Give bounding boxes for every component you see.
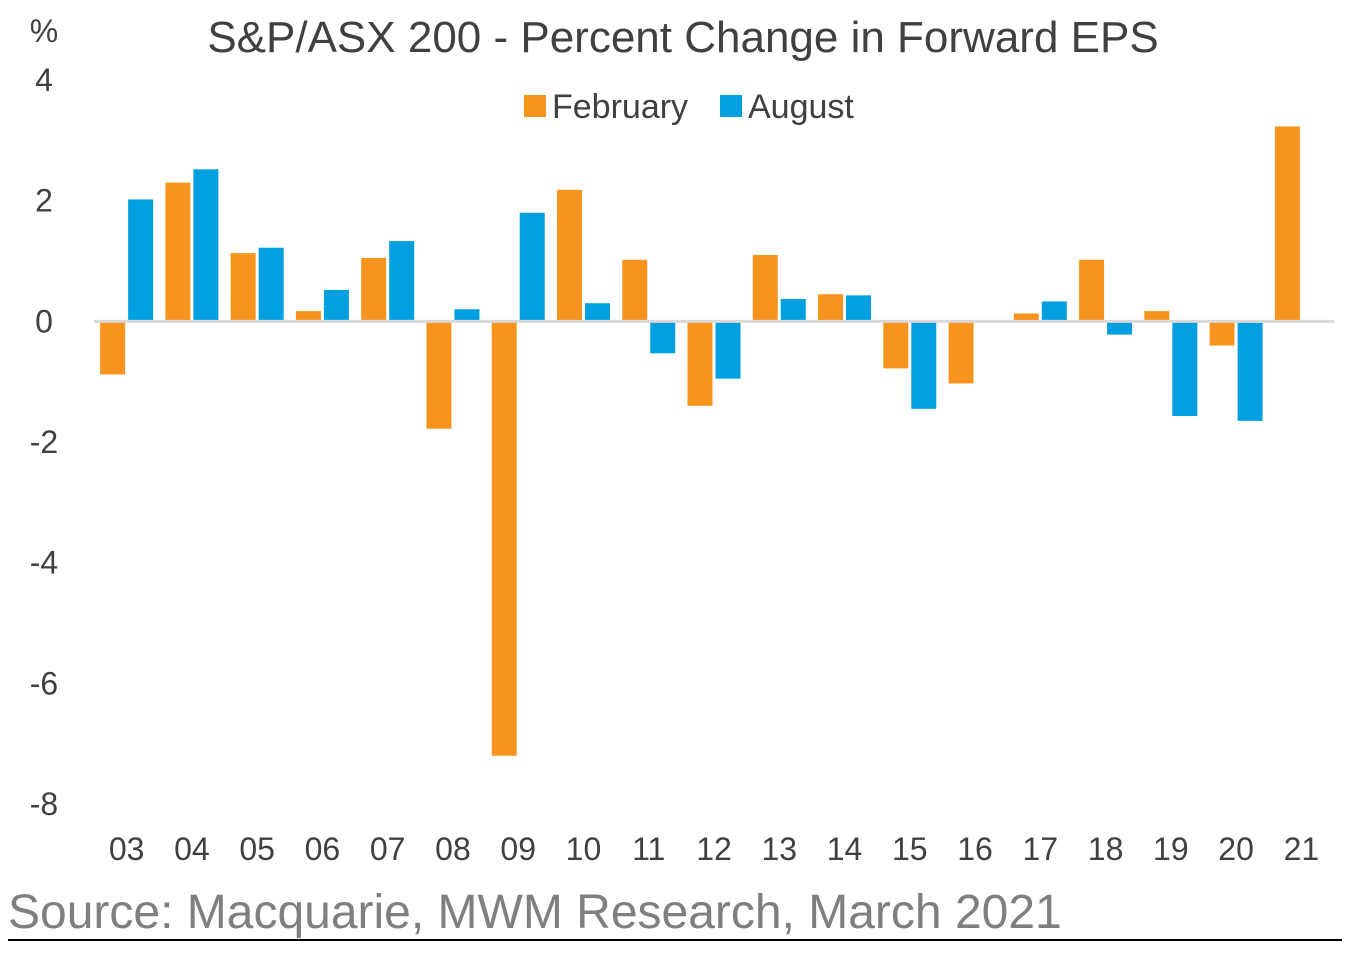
- x-tick-label: 09: [500, 831, 536, 867]
- y-tick-label: 0: [35, 303, 53, 339]
- y-axis-unit-label: %: [30, 13, 58, 49]
- x-tick-label: 04: [174, 831, 210, 867]
- x-tick-label: 10: [566, 831, 602, 867]
- bar-august-19: [1172, 321, 1198, 417]
- x-tick-label: 16: [957, 831, 993, 867]
- y-tick-label: -2: [30, 424, 58, 460]
- bar-february-06: [295, 311, 321, 322]
- y-axis: 4 2 0 -2 -4 -6 -8: [30, 62, 58, 822]
- x-tick-label: 20: [1218, 831, 1254, 867]
- bar-february-17: [1013, 313, 1039, 322]
- bar-february-05: [230, 253, 256, 322]
- x-tick-label: 15: [892, 831, 928, 867]
- bar-february-20: [1209, 321, 1235, 346]
- source-note: Source: Macquarie, MWM Research, March 2…: [8, 886, 1062, 939]
- bar-february-04: [165, 182, 191, 322]
- x-tick-label: 13: [761, 831, 797, 867]
- bar-august-09: [519, 212, 545, 322]
- bar-august-08: [454, 309, 480, 322]
- x-axis: 03 04 05 06 07 08 09 10 11 12 13 14 15 16 17 18 19 20 21: [109, 831, 1319, 867]
- bar-august-12: [715, 321, 741, 379]
- bar-august-13: [780, 299, 806, 322]
- bar-august-05: [258, 247, 284, 322]
- y-tick-label: -4: [30, 545, 58, 581]
- bar-february-12: [687, 321, 713, 406]
- bar-august-03: [128, 199, 154, 322]
- legend-label-february: February: [552, 88, 688, 126]
- legend-swatch-february: [524, 95, 546, 117]
- x-tick-label: 17: [1023, 831, 1059, 867]
- chart-title: S&P/ASX 200 - Percent Change in Forward …: [207, 13, 1158, 62]
- legend-swatch-august: [720, 95, 742, 117]
- bar-february-19: [1144, 311, 1170, 322]
- bar-august-04: [193, 169, 219, 322]
- x-tick-label: 06: [305, 831, 341, 867]
- x-tick-label: 08: [435, 831, 471, 867]
- x-tick-label: 14: [827, 831, 863, 867]
- bar-february-14: [818, 294, 844, 322]
- bar-february-13: [752, 254, 778, 322]
- bar-august-06: [323, 289, 349, 322]
- y-tick-label: 4: [35, 62, 53, 98]
- bar-february-11: [622, 259, 648, 322]
- bar-august-17: [1041, 301, 1067, 322]
- bar-august-11: [650, 321, 676, 354]
- bar-february-07: [361, 257, 387, 322]
- bar-august-14: [846, 295, 872, 322]
- plot-area: [100, 126, 1300, 756]
- x-tick-label: 12: [696, 831, 732, 867]
- bar-august-20: [1237, 321, 1263, 421]
- bar-february-15: [883, 321, 909, 369]
- y-tick-label: -8: [30, 786, 58, 822]
- x-tick-label: 19: [1153, 831, 1189, 867]
- bar-february-10: [556, 189, 582, 322]
- x-tick-label: 03: [109, 831, 145, 867]
- bar-february-21: [1274, 126, 1300, 322]
- bar-august-10: [584, 303, 610, 322]
- bar-august-18: [1107, 321, 1133, 335]
- bar-august-07: [389, 241, 415, 322]
- legend: February August: [524, 88, 854, 126]
- bar-february-03: [100, 321, 126, 375]
- bar-february-18: [1079, 259, 1105, 322]
- legend-label-august: August: [748, 88, 854, 126]
- bar-august-15: [911, 321, 937, 409]
- bar-february-09: [491, 321, 517, 756]
- x-tick-label: 05: [239, 831, 275, 867]
- x-tick-label: 07: [370, 831, 406, 867]
- bar-february-08: [426, 321, 452, 429]
- x-tick-label: 18: [1088, 831, 1124, 867]
- x-tick-label: 11: [632, 831, 665, 867]
- y-tick-label: 2: [35, 183, 53, 219]
- bar-february-16: [948, 321, 974, 384]
- y-tick-label: -6: [30, 665, 58, 701]
- x-tick-label: 21: [1284, 831, 1320, 867]
